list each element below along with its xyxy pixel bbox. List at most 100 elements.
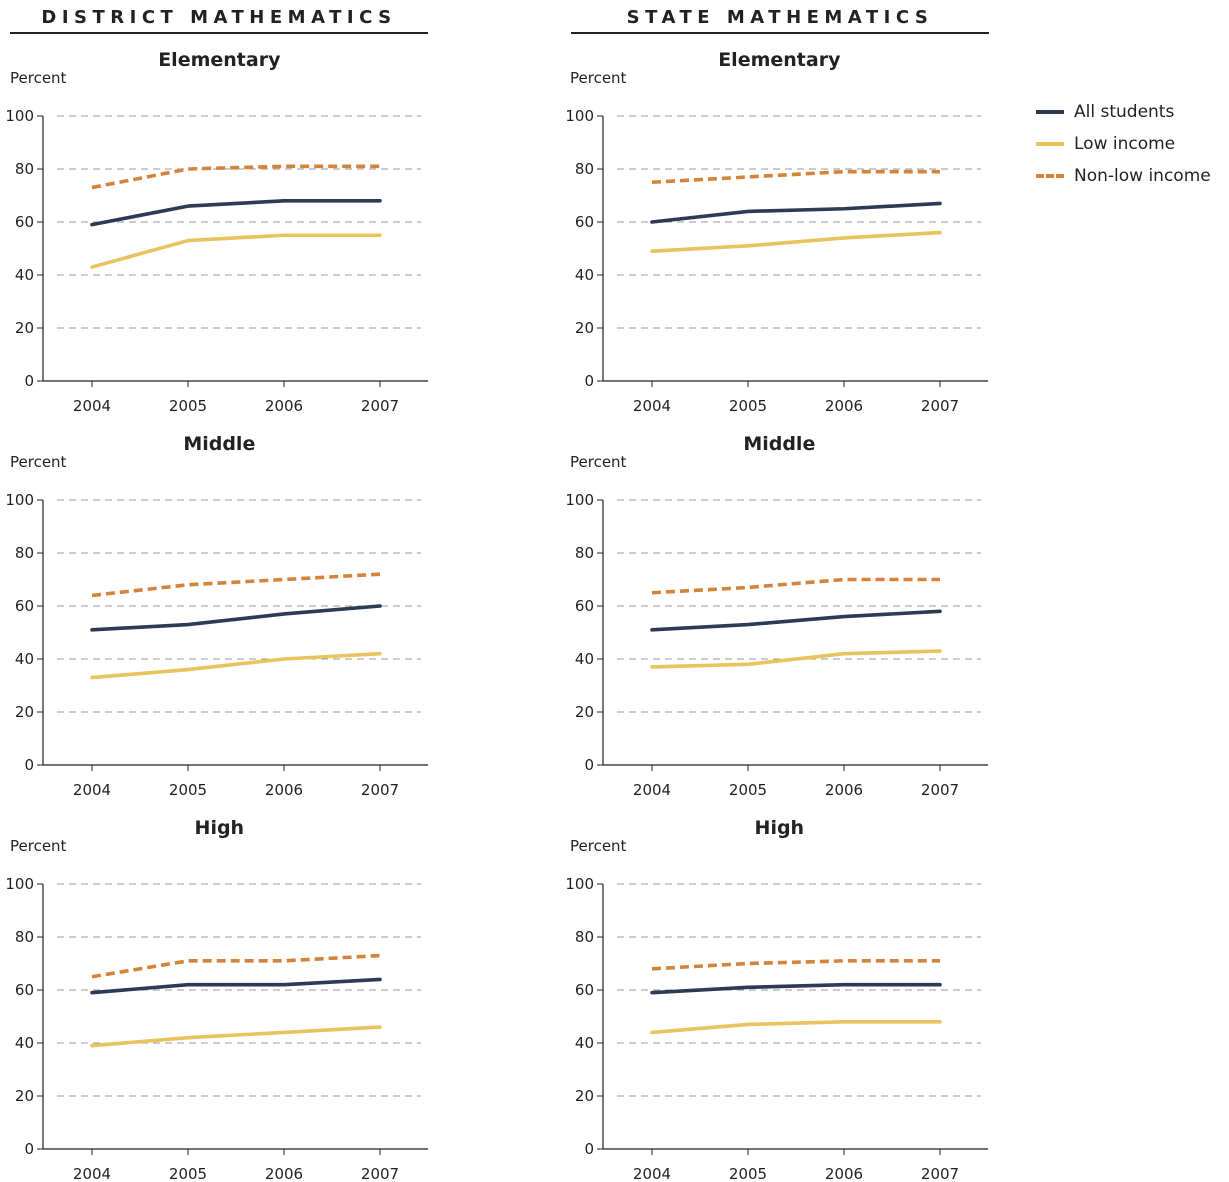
series-line-all-students bbox=[90, 199, 382, 227]
y-tick-label: 80 bbox=[575, 544, 594, 562]
series-line-all-students bbox=[90, 977, 382, 995]
y-tick-label: 0 bbox=[24, 372, 34, 390]
x-tick-label: 2005 bbox=[169, 781, 207, 799]
legend-swatch-all-students bbox=[1036, 110, 1064, 114]
legend-label-low-income: Low income bbox=[1074, 134, 1176, 154]
y-tick-label: 80 bbox=[15, 544, 34, 562]
y-axis-label: Percent bbox=[570, 837, 627, 855]
y-axis-label: Percent bbox=[570, 453, 627, 471]
series-line-low-income bbox=[650, 649, 942, 669]
y-tick-label: 80 bbox=[15, 928, 34, 946]
legend: All students Low income Non-low income bbox=[1036, 96, 1211, 192]
series-line-all-students bbox=[650, 982, 942, 995]
legend-item-all-students: All students bbox=[1036, 96, 1211, 128]
y-tick-label: 60 bbox=[15, 597, 34, 615]
x-tick-label: 2005 bbox=[169, 1165, 207, 1182]
chart-state-mathematics-middle: Middle Percent 0 20 40 60 80 100 2004 2005 2006 200… bbox=[565, 433, 988, 799]
chart-district-mathematics-middle: Middle Percent 0 20 40 60 80 100 2004 2005 2006 200… bbox=[5, 433, 428, 799]
series-line-low-income bbox=[90, 651, 382, 680]
series-line-non-low-income bbox=[651, 959, 940, 971]
series-line-low-income bbox=[650, 1019, 942, 1035]
x-tick-label: 2007 bbox=[361, 397, 399, 415]
y-tick-label: 20 bbox=[15, 703, 34, 721]
legend-swatch-non-low-income bbox=[1036, 174, 1064, 178]
x-tick-label: 2004 bbox=[73, 781, 111, 799]
x-tick-label: 2005 bbox=[729, 397, 767, 415]
chart-title: Middle bbox=[183, 433, 255, 455]
x-tick-label: 2004 bbox=[73, 1165, 111, 1182]
chart-title: Middle bbox=[743, 433, 815, 455]
x-tick-label: 2007 bbox=[921, 397, 959, 415]
y-tick-label: 100 bbox=[5, 107, 34, 125]
y-tick-label: 100 bbox=[565, 491, 594, 509]
series-line-low-income bbox=[90, 233, 382, 269]
x-tick-label: 2005 bbox=[729, 1165, 767, 1182]
x-tick-label: 2007 bbox=[921, 781, 959, 799]
legend-label-non-low-income: Non-low income bbox=[1074, 166, 1211, 186]
legend-item-non-low-income: Non-low income bbox=[1036, 160, 1211, 192]
y-tick-label: 100 bbox=[5, 875, 34, 893]
y-axis-label: Percent bbox=[10, 453, 67, 471]
y-tick-label: 40 bbox=[575, 650, 594, 668]
series-line-non-low-income bbox=[91, 572, 381, 598]
y-axis-label: Percent bbox=[10, 837, 67, 855]
y-tick-label: 0 bbox=[24, 1140, 34, 1158]
legend-swatch-low-income bbox=[1036, 142, 1064, 146]
y-tick-label: 20 bbox=[575, 1087, 594, 1105]
y-axis-label: Percent bbox=[10, 69, 67, 87]
x-tick-label: 2006 bbox=[265, 781, 303, 799]
y-tick-label: 20 bbox=[15, 319, 34, 337]
legend-item-low-income: Low income bbox=[1036, 128, 1211, 160]
y-tick-label: 80 bbox=[575, 928, 594, 946]
y-tick-label: 40 bbox=[575, 1034, 594, 1052]
y-tick-label: 0 bbox=[584, 756, 594, 774]
x-tick-label: 2006 bbox=[825, 781, 863, 799]
y-tick-label: 100 bbox=[565, 875, 594, 893]
series-line-low-income bbox=[650, 230, 942, 253]
y-tick-label: 40 bbox=[15, 266, 34, 284]
chart-title: Elementary bbox=[718, 49, 841, 71]
legend-label-all-students: All students bbox=[1074, 102, 1175, 122]
y-tick-label: 20 bbox=[575, 703, 594, 721]
y-tick-label: 20 bbox=[575, 319, 594, 337]
chart-title: Elementary bbox=[158, 49, 281, 71]
y-tick-label: 60 bbox=[15, 213, 34, 231]
y-tick-label: 100 bbox=[5, 491, 34, 509]
y-tick-label: 60 bbox=[575, 597, 594, 615]
y-tick-label: 40 bbox=[575, 266, 594, 284]
x-tick-label: 2006 bbox=[265, 1165, 303, 1182]
x-tick-label: 2006 bbox=[265, 397, 303, 415]
chart-district-mathematics-high: High Percent 0 20 40 60 80 100 2004 2005 2006 2007 bbox=[5, 817, 428, 1182]
series-line-non-low-income bbox=[91, 164, 380, 190]
y-tick-label: 20 bbox=[15, 1087, 34, 1105]
series-line-all-students bbox=[650, 609, 942, 632]
x-tick-label: 2007 bbox=[361, 1165, 399, 1182]
chart-title: High bbox=[195, 817, 245, 839]
x-tick-label: 2006 bbox=[825, 397, 863, 415]
y-tick-label: 60 bbox=[575, 213, 594, 231]
x-tick-label: 2007 bbox=[361, 781, 399, 799]
y-tick-label: 0 bbox=[584, 1140, 594, 1158]
y-tick-label: 60 bbox=[15, 981, 34, 999]
x-tick-label: 2004 bbox=[73, 397, 111, 415]
y-tick-label: 0 bbox=[584, 372, 594, 390]
y-tick-label: 100 bbox=[565, 107, 594, 125]
y-tick-label: 0 bbox=[24, 756, 34, 774]
chart-district-mathematics-elementary: Elementary Percent 0 20 40 60 80 100 2004 2005 200… bbox=[5, 49, 428, 415]
x-tick-label: 2004 bbox=[633, 781, 671, 799]
series-line-non-low-income bbox=[651, 169, 940, 185]
series-line-non-low-income bbox=[651, 577, 940, 595]
x-tick-label: 2004 bbox=[633, 1165, 671, 1182]
series-line-all-students bbox=[650, 201, 942, 224]
series-line-non-low-income bbox=[91, 953, 381, 979]
series-line-low-income bbox=[90, 1025, 382, 1048]
x-tick-label: 2006 bbox=[825, 1165, 863, 1182]
y-tick-label: 60 bbox=[575, 981, 594, 999]
y-tick-label: 80 bbox=[575, 160, 594, 178]
x-tick-label: 2004 bbox=[633, 397, 671, 415]
series-line-all-students bbox=[90, 604, 382, 632]
chart-state-mathematics-elementary: Elementary Percent 0 20 40 60 80 100 2004 2005 200… bbox=[565, 49, 988, 415]
y-axis-label: Percent bbox=[570, 69, 627, 87]
chart-state-mathematics-high: High Percent 0 20 40 60 80 100 2004 2005 2006 2007 bbox=[565, 817, 988, 1182]
